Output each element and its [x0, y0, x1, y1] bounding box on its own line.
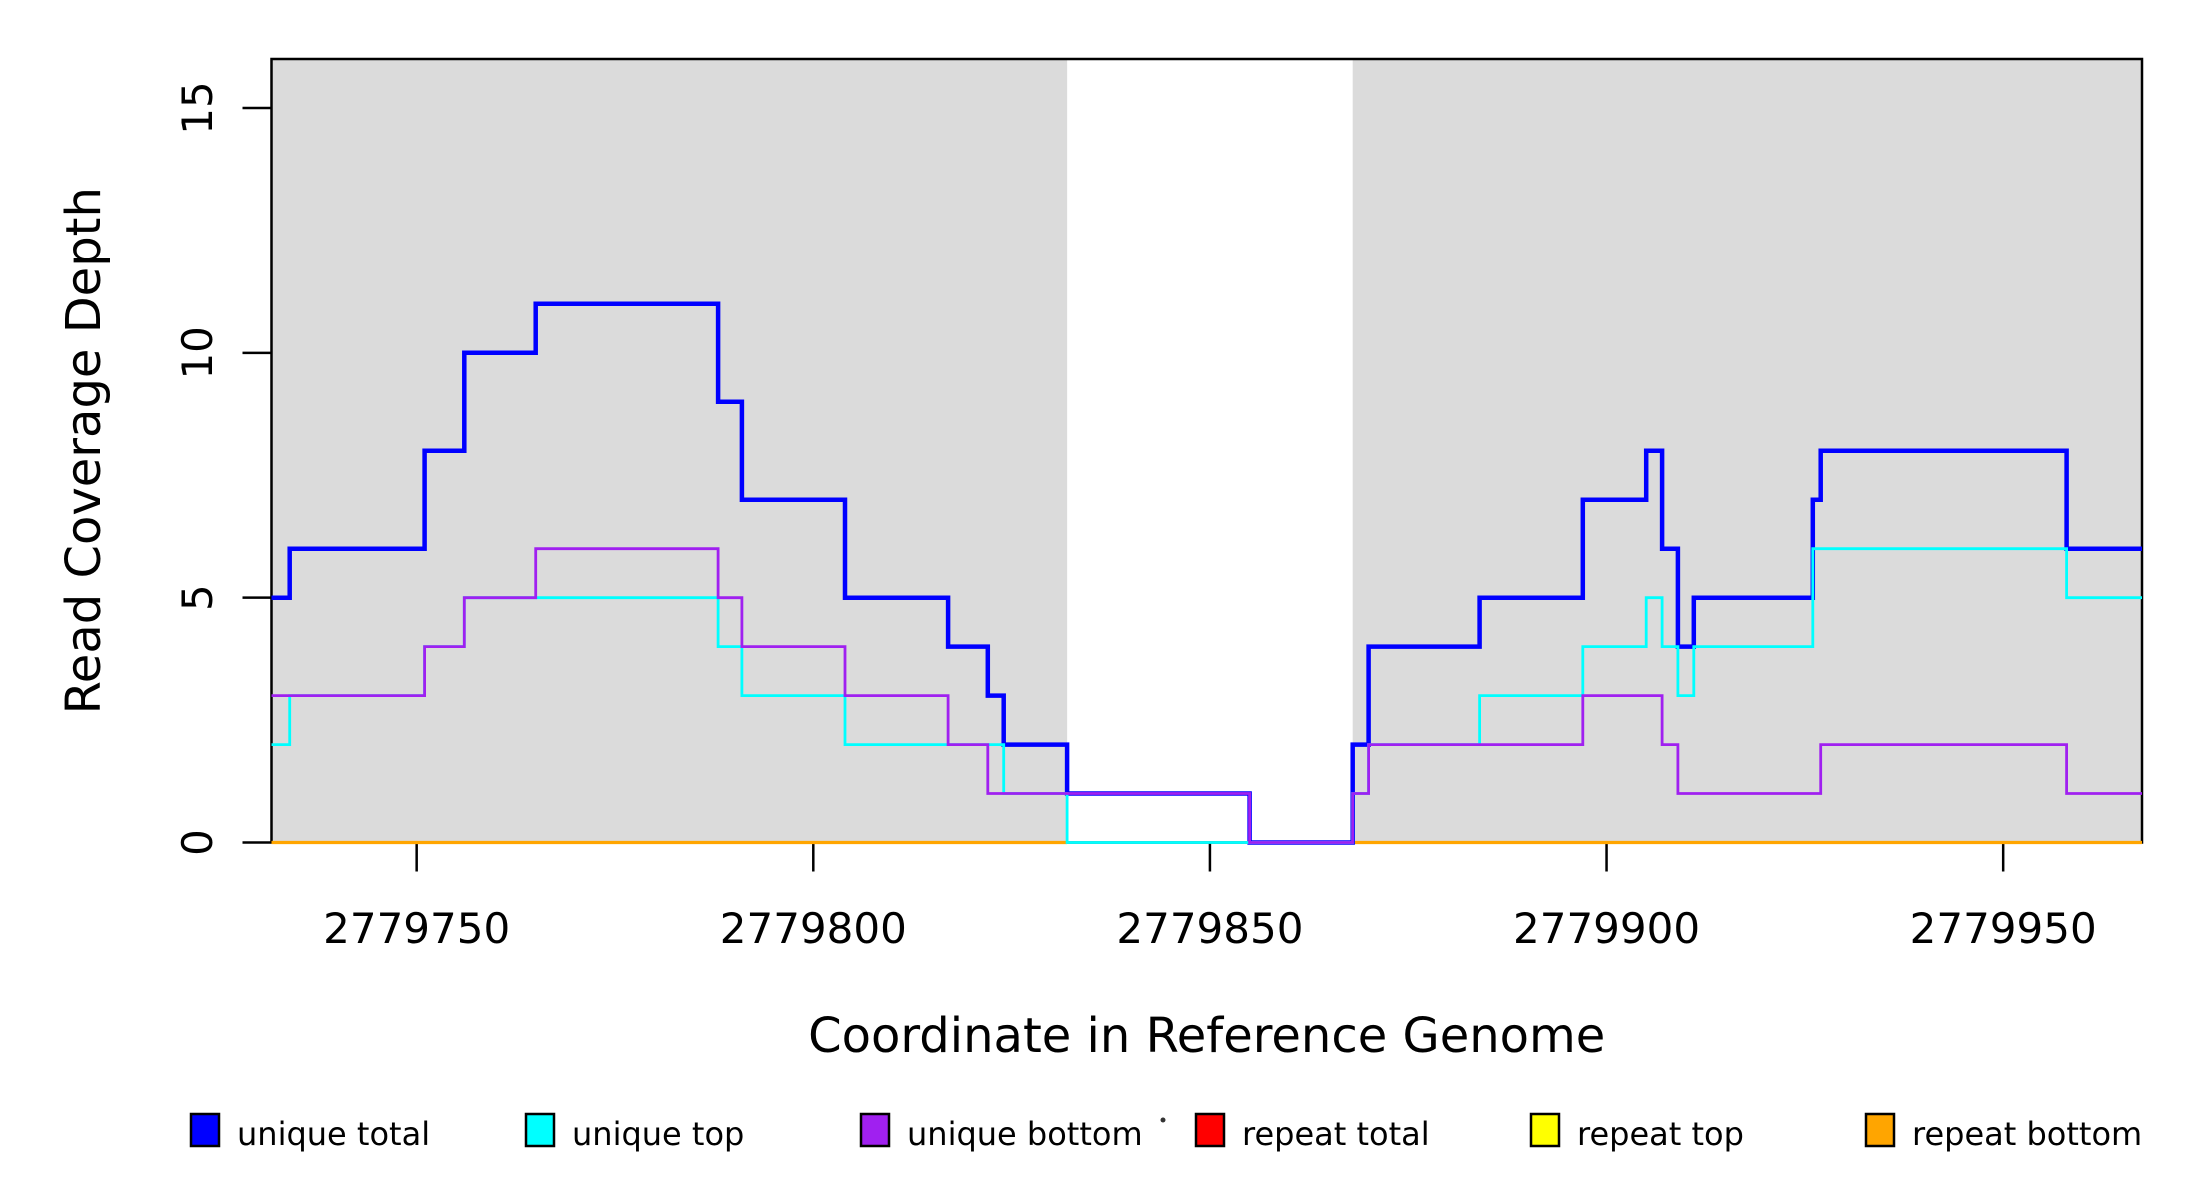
x-tick-label: 2779900: [1513, 904, 1700, 953]
legend-label: repeat top: [1577, 1115, 1744, 1153]
stray-mark: [1160, 1117, 1166, 1123]
legend-item-unique-bottom: unique bottom: [859, 1112, 1143, 1153]
y-tick-label: 15: [173, 81, 222, 134]
legend-item-unique-top: unique top: [524, 1112, 744, 1153]
x-tick-label: 2779850: [1116, 904, 1303, 953]
legend-swatch-unique-bottom: [859, 1112, 891, 1148]
legend-swatch-unique-top: [524, 1112, 556, 1148]
legend-label: unique bottom: [907, 1115, 1143, 1153]
legend-swatch-repeat-total: [1194, 1112, 1226, 1148]
legend-swatch-unique-total: [189, 1112, 221, 1148]
legend-swatch-repeat-bottom: [1864, 1112, 1896, 1148]
x-tick-label: 2779950: [1910, 904, 2097, 953]
legend: unique total unique top unique bottom repea…: [189, 1112, 2142, 1153]
y-tick-label: 5: [173, 584, 222, 611]
legend-label: unique top: [572, 1115, 744, 1153]
y-axis-title: Read Coverage Depth: [56, 187, 112, 714]
legend-label: unique total: [237, 1115, 430, 1153]
shaded-region-left-unique-block: [271, 59, 1068, 843]
legend-label: repeat total: [1242, 1115, 1430, 1153]
x-axis-title: Coordinate in Reference Genome: [808, 1008, 1605, 1064]
legend-label: repeat bottom: [1912, 1115, 2142, 1153]
x-tick-label: 2779800: [720, 904, 907, 953]
legend-item-repeat-total: repeat total: [1194, 1112, 1430, 1153]
legend-item-unique-total: unique total: [189, 1112, 430, 1153]
x-tick-label: 2779750: [323, 904, 510, 953]
y-tick-label: 10: [173, 326, 222, 379]
series-line-unique-bottom: [271, 547, 2142, 844]
legend-item-repeat-top: repeat top: [1529, 1112, 1744, 1153]
legend-item-repeat-bottom: repeat bottom: [1864, 1112, 2142, 1153]
legend-swatch-repeat-top: [1529, 1112, 1561, 1148]
y-tick-label: 0: [173, 829, 222, 856]
